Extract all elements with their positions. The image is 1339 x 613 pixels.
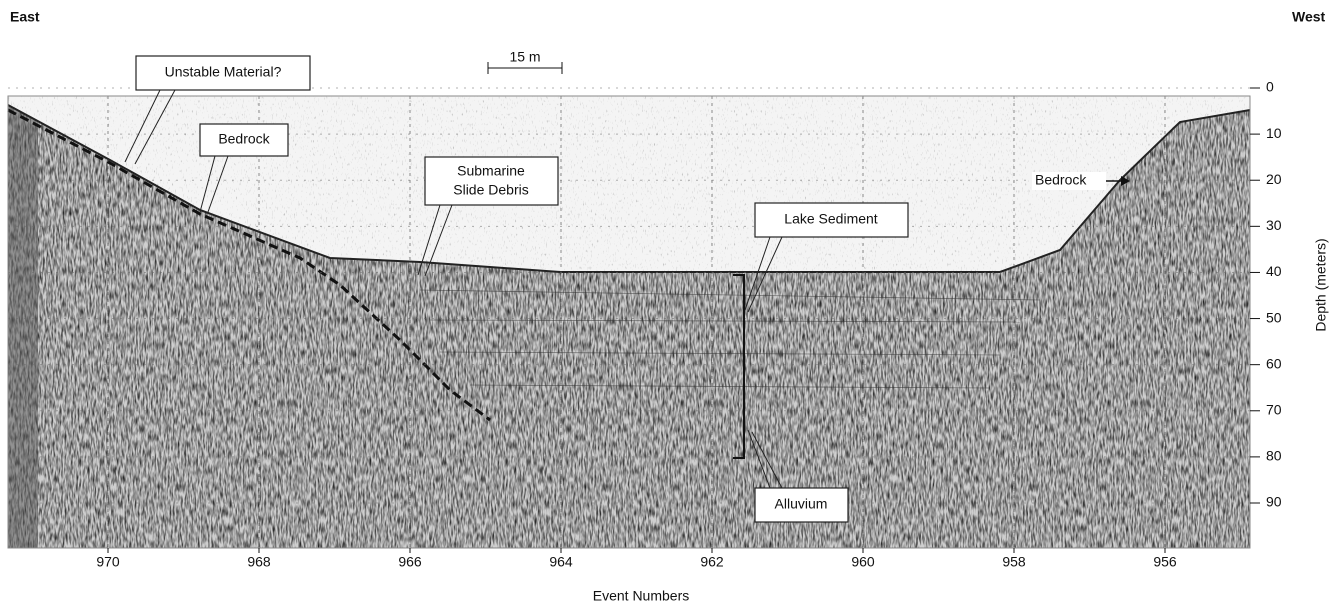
callout-box	[135, 55, 311, 91]
x-tick-label: 962	[700, 554, 724, 570]
y-tick-label: 10	[1266, 125, 1282, 141]
callout: Unstable Material?	[165, 64, 282, 80]
callout: Slide Debris	[453, 182, 528, 198]
frame	[7, 95, 1251, 549]
scale-bar: 15 m	[487, 49, 563, 74]
y-tick-label: 30	[1266, 217, 1282, 233]
y-tick-label: 60	[1266, 355, 1282, 371]
callout: Lake Sediment	[784, 211, 878, 227]
x-tick-label: 968	[247, 554, 271, 570]
y-tick-label: 40	[1266, 263, 1282, 279]
y-tick-label: 0	[1266, 79, 1274, 95]
callout: Alluvium	[775, 496, 828, 512]
grid	[8, 87, 1250, 548]
x-tick-label: 970	[96, 554, 120, 570]
y-axis-label: Depth (meters)	[1313, 238, 1329, 331]
east-label: East	[10, 9, 40, 25]
y-tick-label: 70	[1266, 401, 1282, 417]
scale-label: 15 m	[509, 49, 540, 65]
x-tick-label: 956	[1153, 554, 1177, 570]
callout: Bedrock	[1035, 172, 1087, 188]
bedrock-line	[7, 108, 491, 422]
x-tick-label: 960	[851, 554, 875, 570]
y-tick-label: 50	[1266, 309, 1282, 325]
callout-box	[424, 156, 559, 206]
x-tick-label: 964	[549, 554, 573, 570]
callout: Bedrock	[218, 131, 270, 147]
west-label: West	[1292, 9, 1326, 25]
callout-box	[754, 202, 909, 238]
y-tick-label: 80	[1266, 448, 1282, 464]
y-tick-label: 90	[1266, 494, 1282, 510]
x-axis-label: Event Numbers	[593, 588, 689, 604]
callout-box	[199, 123, 289, 157]
callout: Submarine	[457, 163, 525, 179]
x-tick-label: 966	[398, 554, 422, 570]
reflectors	[419, 289, 1041, 389]
y-tick-label: 20	[1266, 171, 1282, 187]
callout-box	[754, 487, 849, 523]
x-tick-label: 958	[1002, 554, 1026, 570]
